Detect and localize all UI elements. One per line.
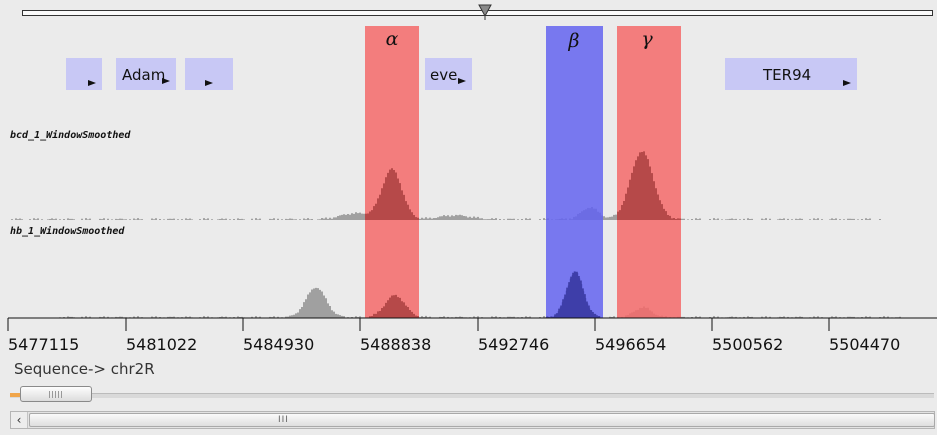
grip-icon: III bbox=[278, 415, 289, 425]
gene-label-ter94: TER94 bbox=[763, 66, 812, 84]
tick-label: 5496654 bbox=[595, 335, 667, 354]
arrow-icon bbox=[458, 78, 466, 84]
gene-box-adam[interactable] bbox=[116, 58, 176, 90]
track-label-hb: hb_1_WindowSmoothed bbox=[10, 226, 125, 237]
triangle-down-icon[interactable] bbox=[478, 4, 492, 20]
grip-icon bbox=[49, 391, 63, 398]
arrow-icon bbox=[205, 80, 213, 86]
tick-label: 5477115 bbox=[8, 335, 80, 354]
gene-label-eve: eve bbox=[430, 66, 458, 84]
region-label-beta: β bbox=[568, 30, 580, 52]
gene-box-1[interactable] bbox=[66, 58, 102, 90]
arrow-icon bbox=[88, 80, 96, 86]
gene-box-eve[interactable] bbox=[425, 58, 472, 90]
scrollbar-thumb[interactable]: III bbox=[29, 413, 935, 427]
region-peak-overlay bbox=[365, 151, 681, 318]
chevron-left-icon[interactable]: ‹ bbox=[11, 412, 28, 428]
tick-label: 5500562 bbox=[712, 335, 784, 354]
sequence-label: Sequence-> chr2R bbox=[14, 360, 155, 378]
region-label-alpha: α bbox=[385, 28, 399, 50]
region-label-gamma: γ bbox=[641, 28, 653, 50]
tick-label: 5484930 bbox=[243, 335, 315, 354]
hb-signal-track bbox=[59, 271, 901, 318]
axis-ticks bbox=[7, 318, 830, 331]
gene-box-ter94[interactable] bbox=[725, 58, 857, 90]
zoom-track bbox=[10, 393, 934, 398]
gene-box-3[interactable] bbox=[185, 58, 233, 90]
track-label-bcd: bcd_1_WindowSmoothed bbox=[10, 130, 131, 141]
overview-bar[interactable] bbox=[22, 10, 933, 16]
zoom-slider-handle[interactable] bbox=[20, 386, 92, 402]
bcd-signal-track bbox=[11, 151, 881, 220]
tick-label: 5488838 bbox=[360, 335, 432, 354]
arrow-icon bbox=[162, 78, 170, 84]
tick-label: 5492746 bbox=[478, 335, 550, 354]
gene-label-adam: Adam bbox=[122, 66, 166, 84]
zoom-slider[interactable] bbox=[10, 385, 934, 407]
region-gamma[interactable] bbox=[617, 26, 681, 318]
arrow-icon bbox=[843, 80, 851, 86]
tick-label: 5481022 bbox=[126, 335, 198, 354]
track-area[interactable] bbox=[0, 0, 937, 335]
region-beta[interactable] bbox=[546, 26, 603, 318]
zoom-fill bbox=[10, 393, 22, 397]
tick-label: 5504470 bbox=[829, 335, 901, 354]
horizontal-scrollbar[interactable]: ‹ III bbox=[10, 411, 935, 429]
